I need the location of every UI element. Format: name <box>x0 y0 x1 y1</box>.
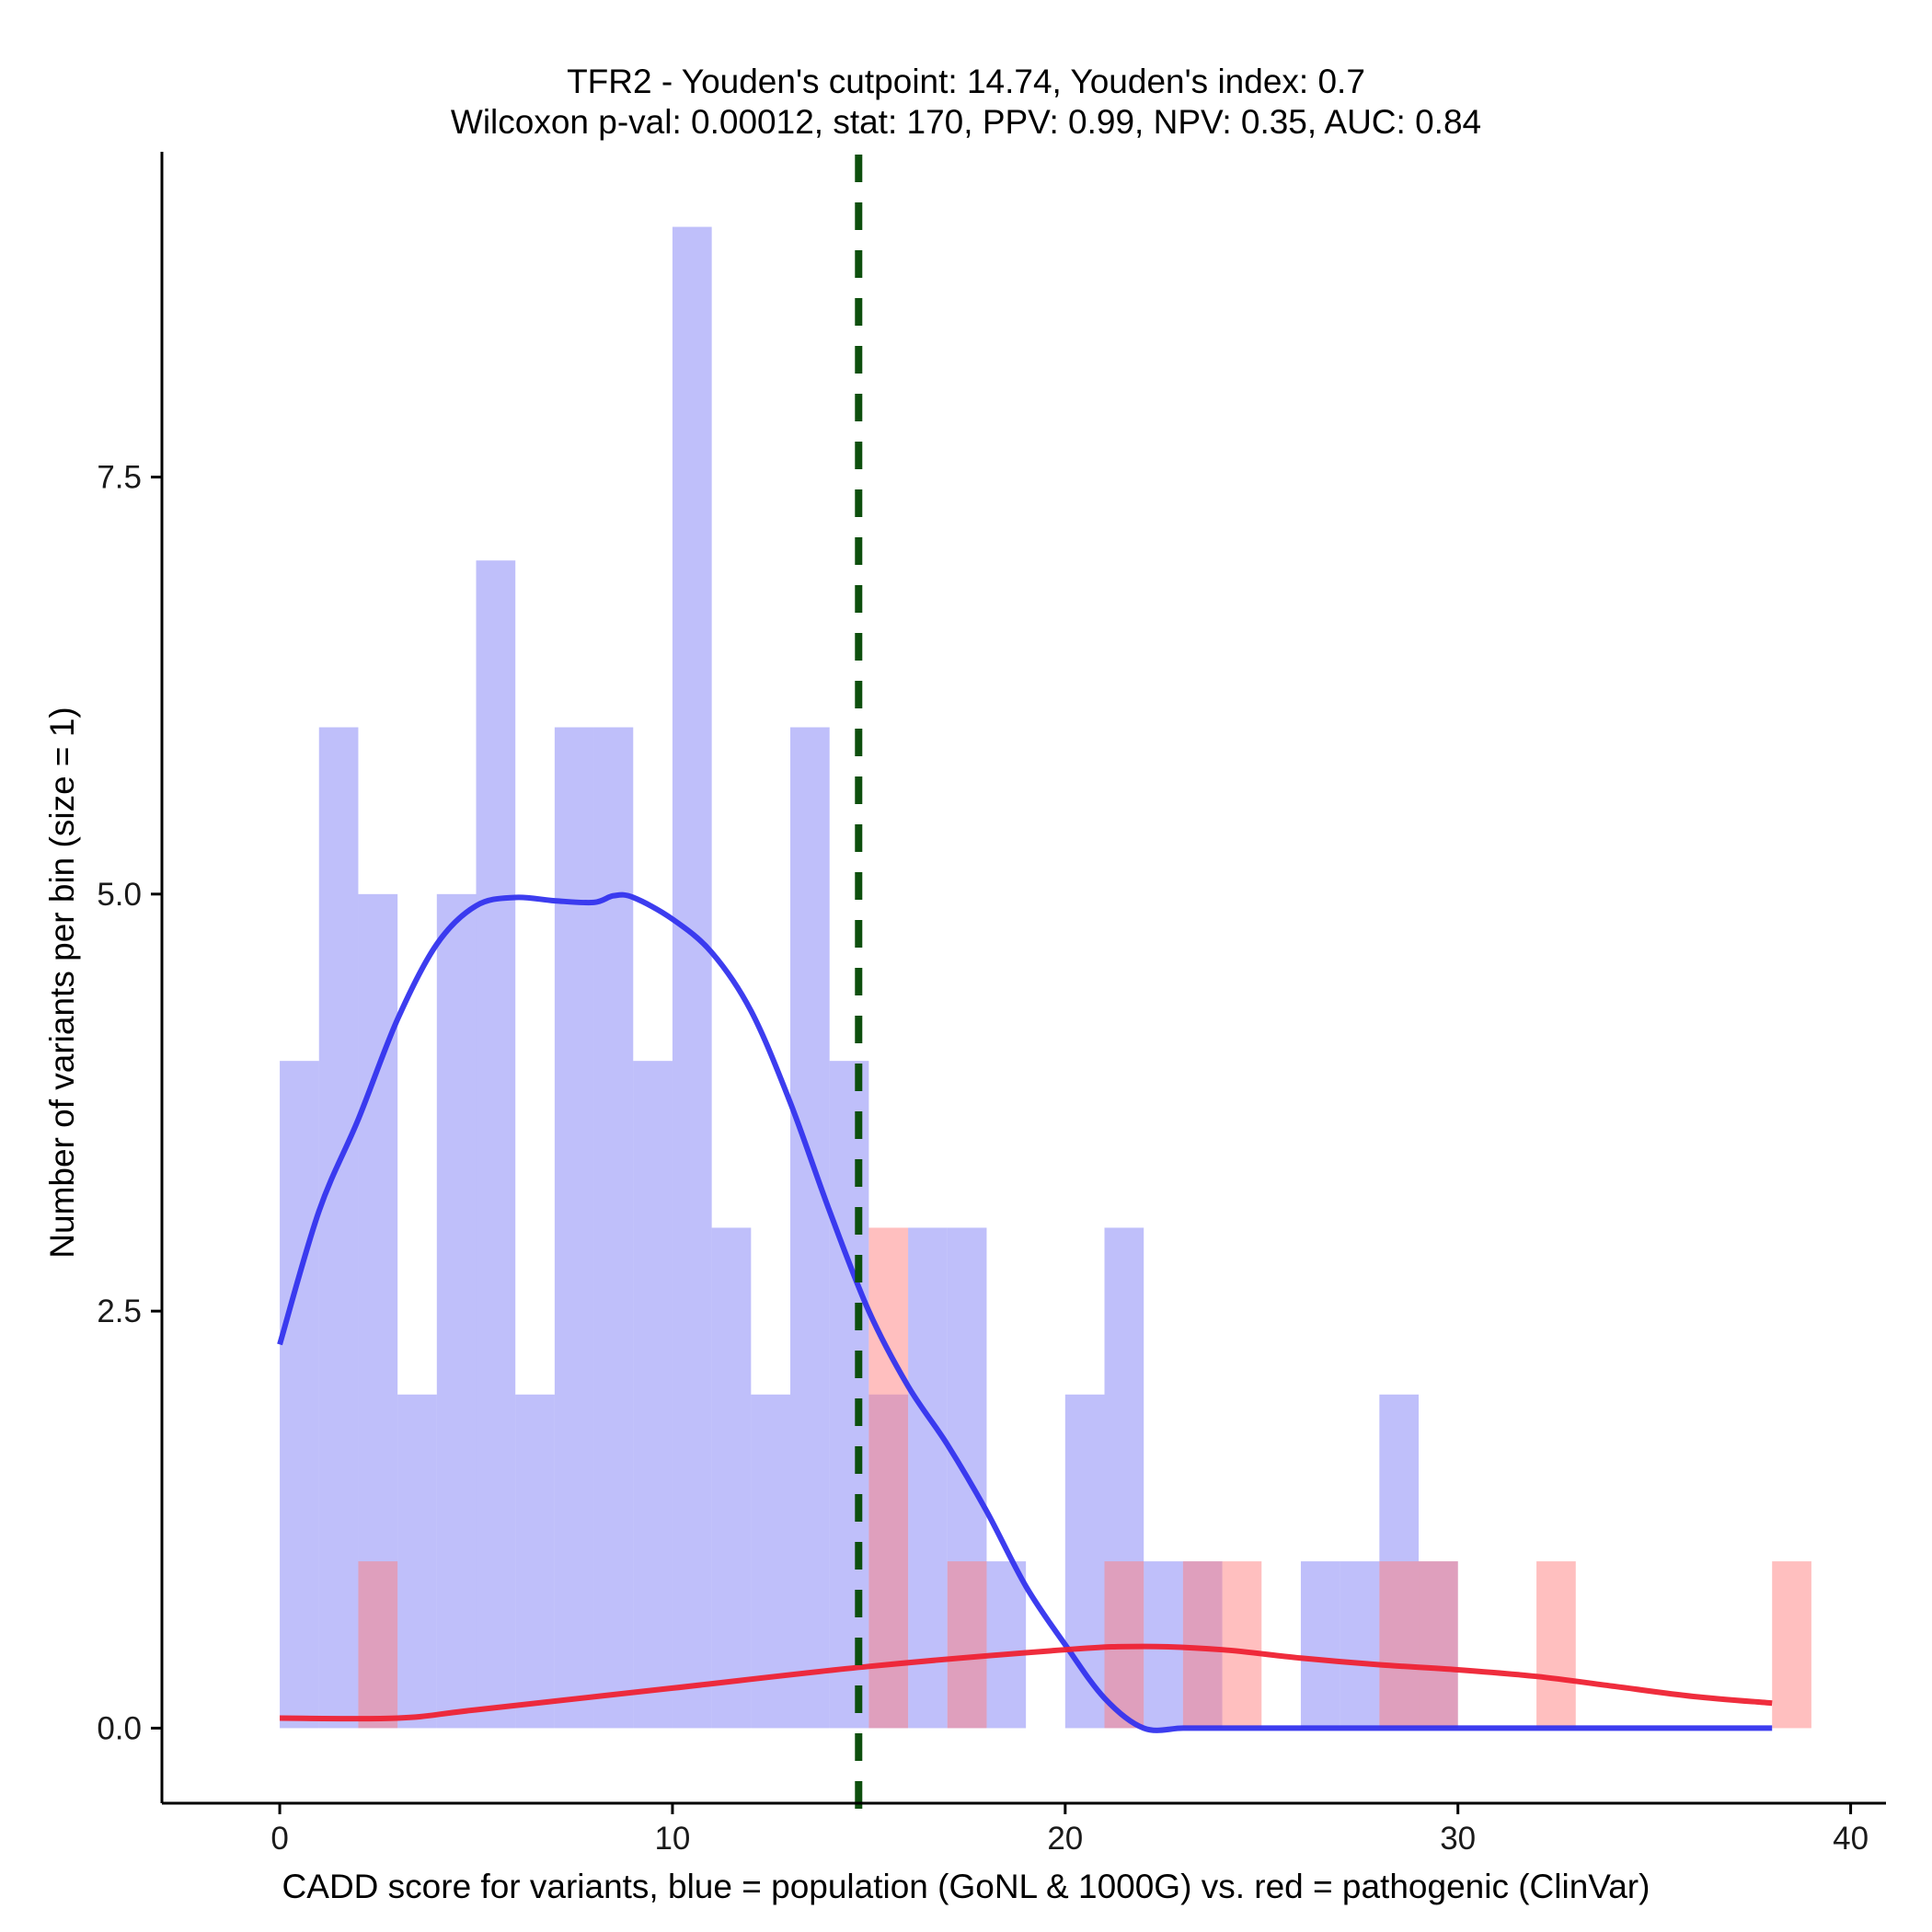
x-axis-label: CADD score for variants, blue = populati… <box>282 1868 1650 1905</box>
pathogenic-bar-29 <box>1419 1561 1458 1729</box>
population-bar-18 <box>986 1561 1027 1729</box>
population-bar-12 <box>751 1394 791 1729</box>
population-bar-13 <box>790 727 830 1729</box>
x-tick-label-40: 40 <box>1833 1821 1869 1857</box>
x-tick-label-0: 0 <box>270 1821 288 1857</box>
population-bar-11 <box>711 1227 752 1729</box>
pathogenic-bar-23 <box>1182 1561 1223 1729</box>
y-axis-label: Number of variants per bin (size = 1) <box>43 707 81 1259</box>
population-bar-16 <box>908 1227 948 1729</box>
population-bar-20 <box>1064 1394 1105 1729</box>
y-tick-label-0: 0.0 <box>97 1710 142 1746</box>
population-bar-14 <box>829 1061 869 1729</box>
pathogenic-bar-2 <box>358 1561 398 1729</box>
chart-title-line2: Wilcoxon p-val: 0.00012, stat: 170, PPV:… <box>450 103 1482 141</box>
chart-title-line1: TFR2 - Youden's cutpoint: 14.74, Youden'… <box>567 63 1365 100</box>
population-bar-0 <box>280 1061 319 1729</box>
population-bar-7 <box>554 727 594 1729</box>
pathogenic-bar-17 <box>947 1561 987 1729</box>
axes: 0 10 20 30 40 0.0 2.5 5.0 7.5 <box>97 152 1886 1857</box>
population-bar-8 <box>593 727 634 1729</box>
x-tick-label-20: 20 <box>1047 1821 1083 1857</box>
population-bar-10 <box>672 226 712 1729</box>
x-tick-label-10: 10 <box>654 1821 690 1857</box>
pathogenic-bars <box>358 1227 1811 1729</box>
pathogenic-bar-15 <box>868 1227 909 1729</box>
y-tick-label-7.5: 7.5 <box>97 460 142 496</box>
population-bar-5 <box>476 560 516 1729</box>
y-tick-label-5: 5.0 <box>97 877 142 913</box>
population-bar-1 <box>318 727 359 1729</box>
pathogenic-bar-24 <box>1222 1561 1262 1729</box>
population-bar-9 <box>633 1061 673 1729</box>
density-curves <box>277 891 1773 1733</box>
population-bar-6 <box>515 1394 555 1729</box>
pathogenic-density-line <box>280 1643 1773 1722</box>
population-bar-27 <box>1340 1561 1380 1729</box>
population-bar-26 <box>1300 1561 1340 1729</box>
population-bars <box>280 226 1458 1729</box>
x-tick-label-30: 30 <box>1440 1821 1476 1857</box>
population-bar-3 <box>397 1394 437 1729</box>
pathogenic-bar-32 <box>1536 1561 1576 1729</box>
y-tick-label-2.5: 2.5 <box>97 1294 142 1329</box>
pathogenic-bar-28 <box>1379 1561 1420 1729</box>
population-density-line <box>277 891 1773 1733</box>
population-bar-4 <box>436 893 477 1729</box>
pathogenic-bar-38 <box>1772 1561 1811 1729</box>
